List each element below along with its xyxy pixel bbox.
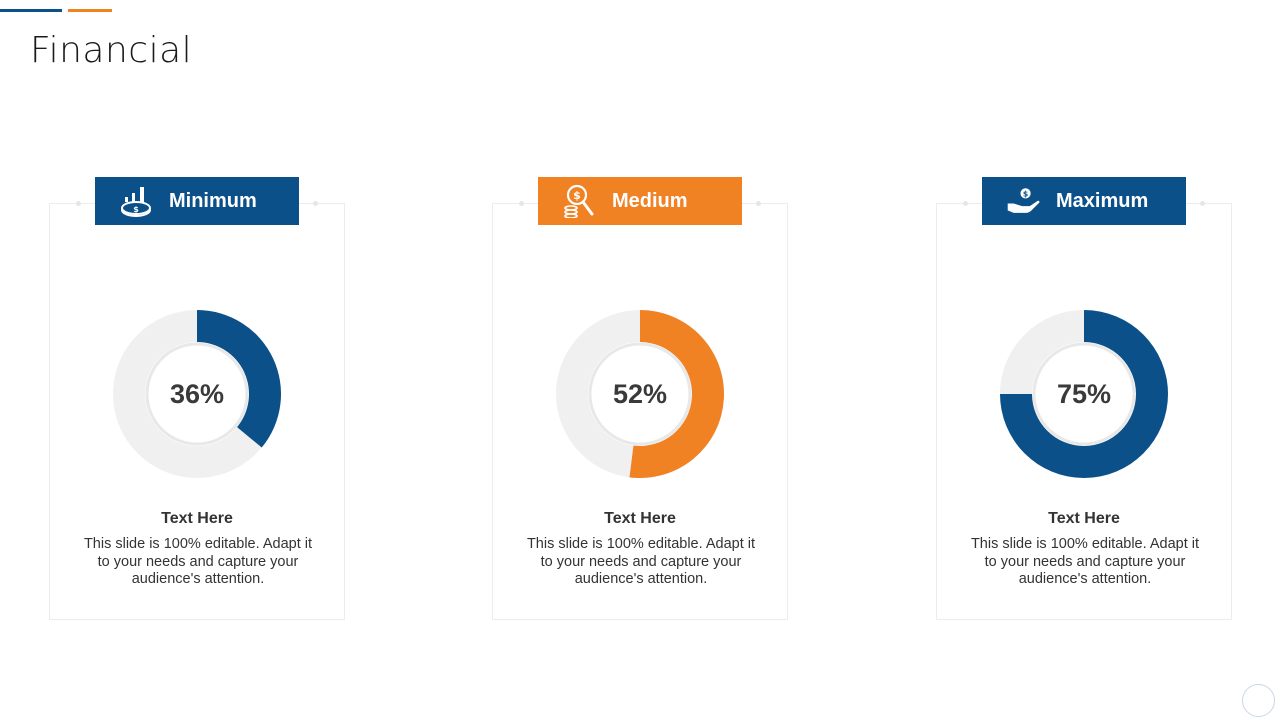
donut-value-slice [197, 310, 281, 448]
hand-dollar-coin-icon: $ [1006, 184, 1040, 218]
slide-nav-button[interactable] [1242, 684, 1275, 717]
percent-label: 52% [612, 378, 668, 409]
card-label: Medium [612, 189, 688, 212]
card-maximum: $ Maximum 75% Text Here This slide is 10… [936, 177, 1232, 620]
svg-text:$: $ [1023, 190, 1028, 199]
card-heading: Text Here [161, 510, 233, 527]
donut-center [1032, 342, 1136, 446]
card-dot [519, 201, 524, 206]
percent-label: 36% [169, 378, 225, 409]
card-heading: Text Here [604, 510, 676, 527]
svg-text:$: $ [133, 205, 139, 214]
card-medium: $ Medium 52% Text Here This slide is 100… [492, 177, 788, 620]
donut-chart-minimum: 36% [113, 310, 281, 478]
card-body: This slide is 100% editable. Adapt it to… [526, 536, 756, 587]
donut-center [588, 342, 692, 446]
donut-center [145, 342, 249, 446]
card-header-medium: $ Medium [538, 177, 742, 225]
card-dot [76, 201, 81, 206]
page-title: Financial [30, 30, 193, 71]
accent-line-orange [68, 9, 112, 12]
donut-value-slice [629, 310, 724, 478]
card-header-minimum: $ Minimum [95, 177, 299, 225]
donut-value-slice [1000, 310, 1168, 478]
card-label: Maximum [1056, 189, 1149, 212]
card-minimum: $ Minimum 36% Text Here This slide is 10… [49, 177, 345, 620]
card-dot [963, 201, 968, 206]
donut-chart-medium: 52% [556, 310, 724, 478]
donut-chart-maximum: 75% [1000, 310, 1168, 478]
card-dot [1200, 201, 1205, 206]
card-heading: Text Here [1048, 510, 1120, 527]
card-dot [756, 201, 761, 206]
magnifier-dollar-coins-icon: $ [562, 184, 596, 218]
card-header-maximum: $ Maximum [982, 177, 1186, 225]
bar-chart-coins-icon: $ [119, 184, 153, 218]
card-body: This slide is 100% editable. Adapt it to… [970, 536, 1200, 587]
card-label: Minimum [169, 189, 257, 212]
card-dot [313, 201, 318, 206]
percent-label: 75% [1056, 378, 1112, 409]
svg-text:$: $ [573, 189, 581, 202]
card-body: This slide is 100% editable. Adapt it to… [83, 536, 313, 587]
accent-line-blue [0, 9, 62, 12]
